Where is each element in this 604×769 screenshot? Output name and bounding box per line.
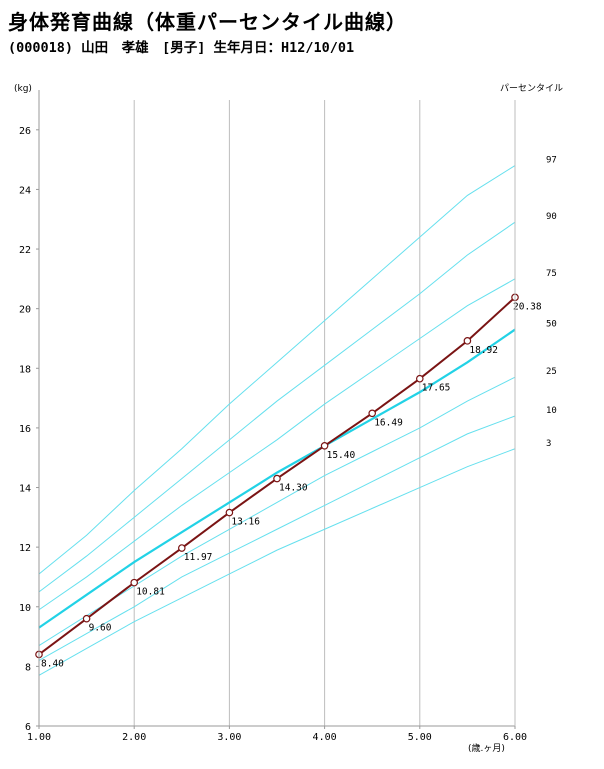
weight-series: 8.40 9.60 10.81 11.97 13.16 14.30 15.40 16.49 17… — [35, 293, 542, 669]
x-axis-label: (歳.ヶ月) — [468, 742, 505, 754]
weight-point — [415, 374, 424, 383]
y-tick-label: 24 — [19, 185, 31, 196]
weight-point — [130, 578, 139, 587]
y-tick-label: 8 — [25, 662, 31, 673]
weight-value-label: 17.65 — [422, 383, 451, 394]
weight-point — [178, 544, 186, 552]
weight-value-label: 16.49 — [374, 417, 403, 428]
percentile-curve-3 — [38, 448, 516, 676]
percentile-label: 97 — [546, 156, 557, 166]
y-tick-label: 12 — [19, 543, 31, 554]
weight-value-label: 18.92 — [469, 345, 498, 356]
patient-info: (000018) 山田 孝雄 [男子] 生年月日：H12/10/01 — [8, 40, 355, 56]
weight-value-label: 20.38 — [513, 301, 542, 312]
weight-point — [82, 614, 91, 623]
x-tick-label: 5.00 — [408, 732, 432, 743]
page-title: 身体発育曲線（体重パーセンタイル曲線） — [8, 10, 407, 34]
y-tick-label: 20 — [19, 305, 31, 316]
percentile-label: 90 — [546, 212, 557, 222]
percentile-curve-25 — [38, 376, 516, 646]
percentile-curve-97 — [38, 165, 516, 575]
y-tick-label: 16 — [19, 424, 31, 435]
x-tick-label: 4.00 — [313, 732, 337, 743]
weight-point — [320, 441, 329, 450]
weight-point — [273, 474, 281, 483]
percentile-label: 75 — [546, 269, 557, 279]
y-tick-label: 22 — [19, 245, 31, 256]
percentile-curve-10 — [38, 415, 516, 661]
percentile-curve-50 — [38, 328, 516, 629]
percentile-curve-75 — [38, 278, 516, 611]
y-tick-label: 26 — [19, 126, 31, 137]
weight-value-label: 9.60 — [89, 623, 112, 634]
x-tick-label: 1.00 — [27, 732, 51, 743]
weight-value-label: 14.30 — [279, 483, 308, 494]
percentile-label: 50 — [546, 320, 557, 330]
weight-value-label: 10.81 — [136, 587, 165, 598]
y-tick-label: 10 — [19, 603, 31, 614]
y-axis-label: (kg) — [14, 84, 32, 94]
x-tick-label: 2.00 — [122, 732, 146, 743]
weight-value-label: 11.97 — [184, 552, 213, 563]
percentile-header: パーセンタイル — [500, 83, 563, 94]
percentile-label: 25 — [546, 367, 557, 377]
weight-point — [368, 409, 377, 418]
weight-point — [463, 337, 472, 345]
x-tick-label: 6.00 — [503, 732, 527, 743]
y-tick-label: 6 — [25, 722, 31, 733]
percentile-curve-90 — [38, 221, 516, 593]
y-tick-label: 18 — [19, 364, 31, 375]
percentile-curves: 97 90 75 50 25 10 3 — [38, 156, 557, 676]
axes: 6 8 10 12 14 16 18 20 22 24 26 1.00 2.00 3.00 4.00 5.00… — [19, 90, 527, 743]
percentile-label: 10 — [546, 406, 557, 416]
y-tick-label: 14 — [19, 484, 31, 495]
weight-value-label: 13.16 — [231, 517, 260, 528]
grid — [133, 100, 421, 726]
weight-point — [225, 508, 234, 517]
weight-value-label: 8.40 — [41, 658, 64, 669]
x-tick-label: 3.00 — [217, 732, 241, 743]
percentile-label: 3 — [546, 439, 551, 449]
weight-value-label: 15.40 — [327, 450, 356, 461]
